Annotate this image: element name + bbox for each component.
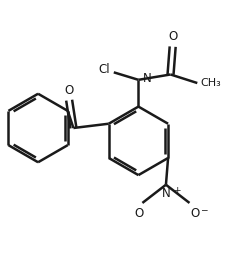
Text: O: O — [64, 84, 74, 97]
Text: Cl: Cl — [98, 63, 110, 76]
Text: +: + — [174, 186, 181, 195]
Text: N: N — [162, 187, 170, 200]
Text: −: − — [200, 205, 208, 214]
Text: N: N — [143, 72, 151, 85]
Text: O: O — [190, 207, 200, 220]
Text: CH₃: CH₃ — [200, 78, 221, 88]
Text: O: O — [168, 30, 177, 44]
Text: O: O — [134, 207, 144, 220]
